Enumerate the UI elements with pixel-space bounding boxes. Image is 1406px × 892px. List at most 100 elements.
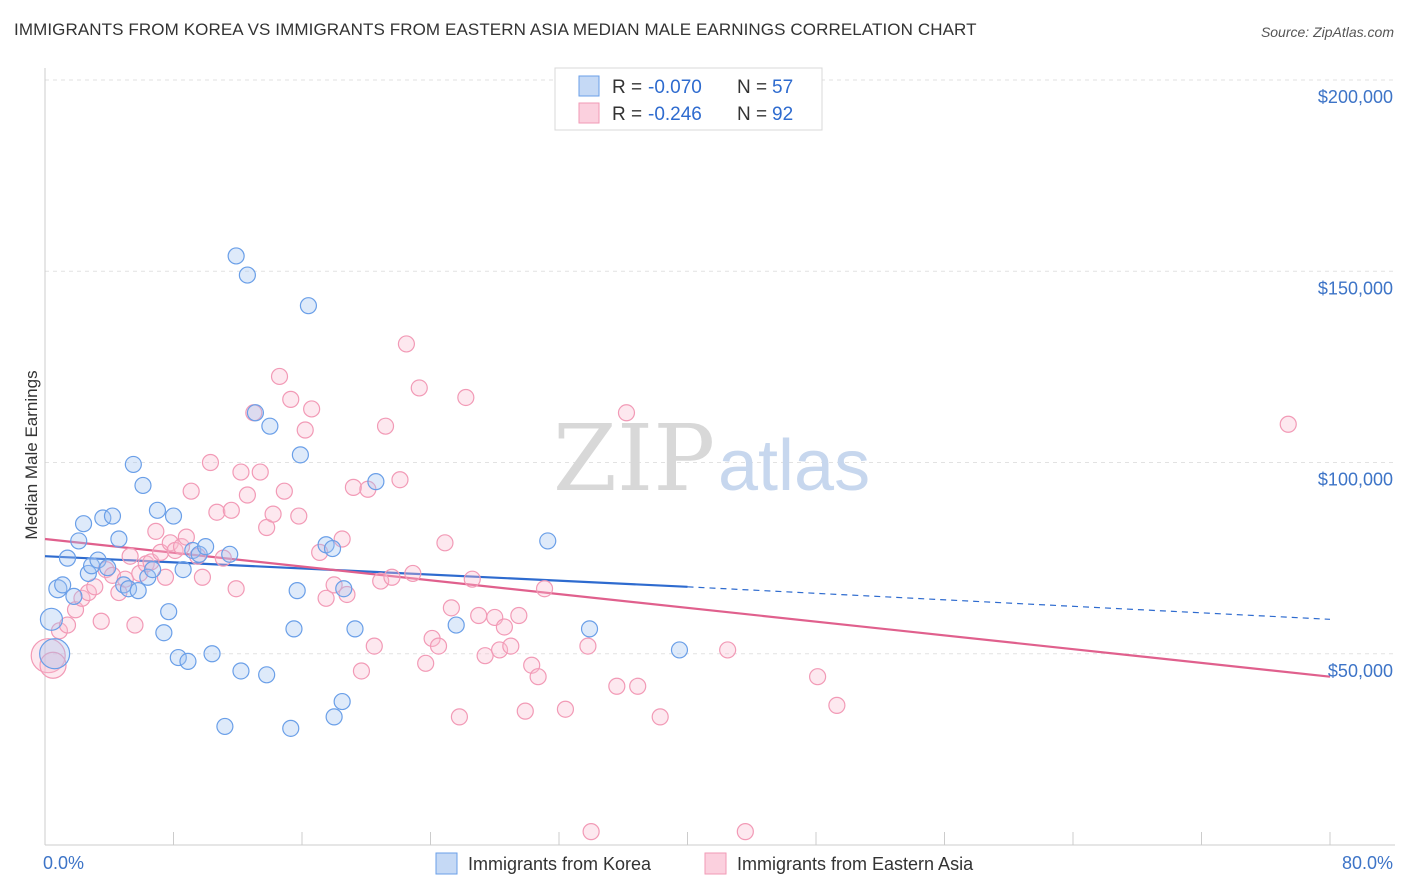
eastern-asia-point	[410, 379, 428, 397]
eastern-asia-point	[556, 700, 575, 718]
eastern-asia-point	[582, 823, 600, 841]
y-tick-label: $50,000	[1328, 661, 1393, 681]
eastern-asia-point	[376, 417, 395, 435]
korea-point	[282, 719, 300, 737]
eastern-asia-point	[208, 503, 226, 521]
eastern-asia-point	[131, 564, 149, 583]
eastern-asia-point	[182, 482, 200, 500]
korea-point	[65, 587, 83, 605]
korea-point	[148, 501, 167, 519]
data-points	[30, 247, 1297, 841]
eastern-asia-point	[442, 599, 460, 617]
korea-point	[221, 545, 239, 563]
eastern-asia-point	[629, 677, 647, 695]
korea-point	[58, 549, 77, 567]
series-swatch-korea	[435, 852, 458, 875]
eastern-asia-point	[303, 400, 321, 418]
y-tick-label: $100,000	[1318, 470, 1393, 490]
eastern-asia-point	[227, 580, 245, 598]
legend-n-value-eastern-asia: 92	[772, 104, 793, 125]
korea-trend-extension	[687, 586, 1331, 620]
eastern-asia-point	[417, 654, 435, 672]
eastern-asia-point	[429, 637, 448, 655]
eastern-asia-point	[383, 568, 401, 586]
korea-point	[323, 539, 342, 558]
eastern-asia-point	[126, 616, 144, 634]
eastern-asia-point	[397, 335, 416, 353]
korea-point	[216, 717, 234, 736]
eastern-asia-point	[490, 641, 509, 659]
eastern-asia-point	[457, 388, 475, 407]
eastern-asia-point	[579, 637, 597, 655]
y-tick-label: $150,000	[1318, 278, 1393, 298]
eastern-asia-point	[121, 547, 139, 565]
legend-n-label-korea: N =	[737, 77, 767, 98]
legend-swatch-eastern-asia	[578, 102, 600, 124]
eastern-asia-point	[270, 367, 289, 386]
eastern-asia-point	[391, 471, 409, 489]
x-tick-label-min: 0.0%	[43, 853, 84, 873]
eastern-asia-point	[282, 390, 300, 408]
korea-point	[285, 620, 303, 638]
series-swatch-eastern-asia	[704, 852, 727, 875]
korea-point	[155, 624, 173, 642]
eastern-asia-point	[325, 576, 343, 594]
eastern-asia-point	[436, 534, 454, 552]
korea-point	[580, 620, 599, 638]
eastern-asia-point	[222, 501, 240, 519]
eastern-asia-point	[828, 696, 846, 714]
eastern-asia-point	[535, 580, 554, 598]
watermark: ZIP atlas	[553, 405, 870, 512]
y-axis-title: Median Male Earnings	[22, 370, 41, 539]
korea-point	[134, 476, 152, 495]
eastern-asia-point	[193, 568, 212, 586]
korea-point	[238, 266, 256, 284]
eastern-asia-point	[516, 702, 534, 720]
eastern-asia-point	[290, 507, 308, 525]
korea-point	[164, 507, 183, 525]
eastern-asia-point	[251, 463, 269, 481]
korea-point	[670, 641, 689, 659]
eastern-asia-point	[372, 572, 390, 590]
eastern-asia-point	[1279, 415, 1297, 433]
series-label-korea: Immigrants from Korea	[468, 854, 652, 874]
korea-point	[258, 666, 276, 684]
legend-n-label-eastern-asia: N =	[737, 104, 767, 125]
watermark-atlas: atlas	[718, 426, 870, 506]
eastern-asia-point	[201, 453, 220, 472]
chart-source: Source: ZipAtlas.com	[1260, 24, 1394, 40]
eastern-asia-point	[651, 708, 669, 726]
eastern-asia-point	[232, 463, 250, 481]
legend-r-value-korea: -0.070	[648, 77, 702, 98]
legend-r-label-korea: R =	[612, 77, 642, 98]
y-tick-label: $200,000	[1318, 87, 1393, 107]
korea-point	[299, 297, 318, 315]
korea-point	[103, 507, 122, 525]
eastern-asia-point	[495, 618, 513, 636]
korea-point	[179, 652, 197, 671]
korea-point	[197, 538, 215, 556]
eastern-asia-point	[352, 662, 371, 680]
korea-point	[39, 638, 71, 670]
eastern-asia-point	[470, 606, 488, 625]
correlation-legend: R = -0.070 N = 57 R = -0.246 N = 92	[554, 67, 823, 131]
eastern-asia-point	[719, 641, 737, 659]
legend-swatch-korea	[578, 75, 600, 97]
trend-lines	[44, 537, 1331, 678]
korea-point	[129, 582, 147, 600]
eastern-asia-point	[344, 478, 362, 496]
eastern-asia-point	[39, 651, 67, 679]
grid-lines	[45, 79, 1395, 655]
korea-point	[539, 532, 557, 550]
legend-r-label-eastern-asia: R =	[612, 104, 642, 125]
korea-point	[110, 530, 128, 548]
korea-point	[447, 616, 465, 634]
korea-point	[325, 708, 343, 726]
x-tick-label-max: 80.0%	[1342, 853, 1393, 873]
korea-point	[288, 582, 306, 600]
eastern-asia-point	[275, 482, 293, 500]
korea-point	[227, 247, 245, 265]
korea-point	[333, 692, 351, 711]
eastern-asia-point	[617, 404, 636, 422]
